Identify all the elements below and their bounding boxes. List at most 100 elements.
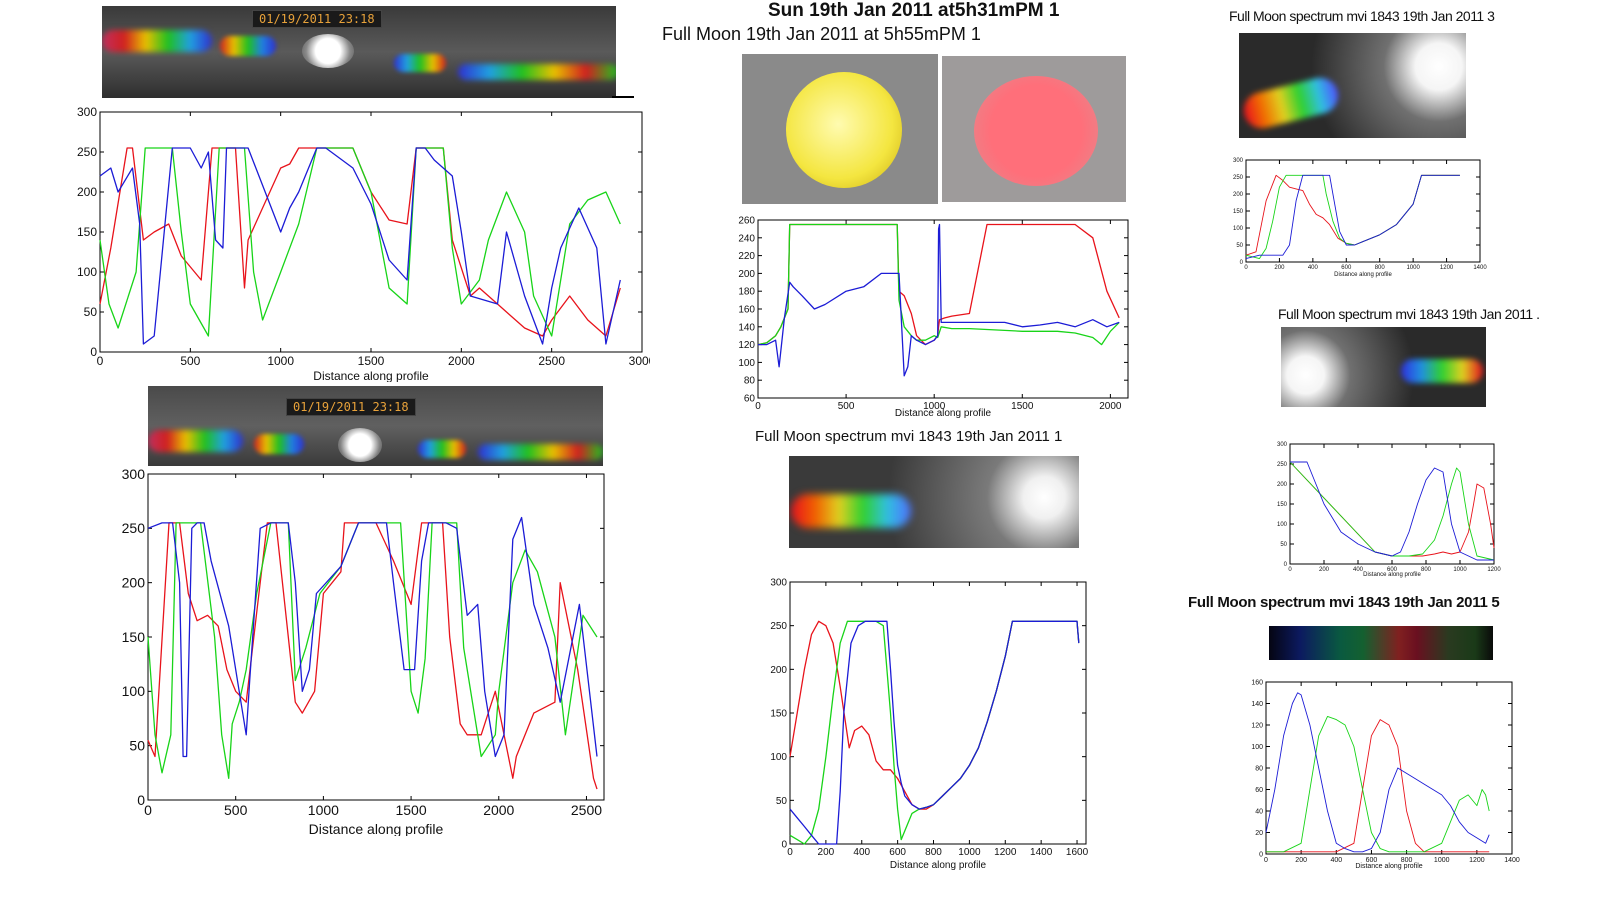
y-tick-label: 200	[1233, 192, 1244, 198]
x-axis-label: Distance along profile	[895, 408, 992, 418]
spectrum-image-spec1	[789, 456, 1079, 548]
x-tick-label: 500	[838, 401, 855, 412]
sun-photo	[742, 54, 938, 204]
x-tick-label: 400	[853, 847, 870, 858]
spectrum-band	[458, 64, 616, 80]
x-tick-label: 2000	[483, 802, 514, 818]
spectrum-band	[418, 440, 466, 458]
x-tick-label: 600	[1341, 265, 1352, 271]
y-tick-label: 50	[776, 796, 788, 807]
y-tick-label: 200	[77, 185, 97, 199]
y-tick-label: 240	[738, 233, 755, 244]
spectrum-band	[1240, 73, 1342, 133]
series-line-blue	[1265, 692, 1490, 853]
spectrum-image-mid-left: 01/19/2011 23:18	[148, 386, 603, 466]
spectrum-image-spec3	[1239, 33, 1466, 138]
chart-c2: 0 500 1000 1500 2000 2500 0 50 100 150 200 250 300 Di…	[122, 466, 605, 836]
y-tick-label: 100	[770, 752, 787, 763]
chart-c3: 0 500 1000 1500 2000 60 80 100 120 140 160 180 200 22…	[738, 216, 1129, 418]
spectrum-band	[1401, 359, 1483, 383]
image-underline	[612, 96, 634, 98]
series-line-red	[1266, 719, 1490, 853]
plot-area	[1289, 443, 1495, 565]
y-tick-label: 300	[1277, 442, 1288, 448]
x-tick-label: 200	[818, 847, 835, 858]
x-tick-label: 1600	[1066, 847, 1089, 858]
x-tick-label: 1500	[395, 802, 426, 818]
x-tick-label: 1400	[1473, 265, 1487, 271]
y-tick-label: 150	[1277, 502, 1288, 508]
y-tick-label: 50	[1236, 243, 1243, 249]
y-tick-label: 140	[1251, 701, 1263, 708]
chart-c6: 0 200 400 600 800 1000 1200 0 50 100 150 200 250 300 D…	[1277, 442, 1501, 578]
chart-c7: 0 200 400 600 800 1000 1200 1400 0 20 40 60 80 100 120…	[1251, 679, 1520, 870]
y-tick-label: 150	[1233, 209, 1244, 215]
y-tick-label: 250	[1233, 175, 1244, 181]
y-tick-label: 260	[738, 216, 755, 227]
x-tick-label: 400	[1330, 857, 1342, 864]
series-line-blue	[1245, 174, 1460, 260]
x-tick-label: 2000	[1099, 401, 1122, 412]
y-tick-label: 150	[77, 225, 97, 239]
spectrum-image-top-left: 01/19/2011 23:18	[102, 6, 616, 98]
x-tick-label: 1500	[1011, 401, 1034, 412]
y-tick-label: 250	[77, 145, 97, 159]
title-spec3: Full Moon spectrum mvi 1843 19th Jan 201…	[1229, 8, 1495, 24]
series-line-blue	[789, 620, 1080, 845]
x-tick-label: 1000	[308, 802, 339, 818]
x-tick-label: 800	[1421, 567, 1432, 573]
spectrum-band	[148, 430, 243, 452]
y-tick-label: 60	[744, 394, 756, 405]
series-line-green	[757, 223, 1120, 346]
y-tick-label: 80	[744, 376, 756, 387]
y-tick-label: 160	[1251, 679, 1263, 686]
x-tick-label: 1500	[358, 354, 385, 368]
moon-glow	[338, 428, 382, 462]
x-tick-label: 200	[1295, 857, 1307, 864]
x-tick-label: 1000	[267, 354, 294, 368]
spectrum-band	[478, 444, 603, 460]
spectrum-band	[102, 30, 212, 52]
x-tick-label: 600	[889, 847, 906, 858]
x-axis-label: Distance along profile	[890, 860, 987, 870]
x-tick-label: 500	[224, 802, 248, 818]
y-tick-label: 300	[77, 105, 97, 119]
timestamp-label: 01/19/2011 23:18	[252, 10, 382, 28]
y-tick-label: 140	[738, 322, 755, 333]
x-tick-label: 2500	[538, 354, 565, 368]
x-tick-label: 0	[787, 847, 793, 858]
x-tick-label: 600	[1387, 567, 1398, 573]
y-tick-label: 220	[738, 251, 755, 262]
y-tick-label: 300	[770, 578, 787, 589]
y-tick-label: 80	[1255, 765, 1263, 772]
y-tick-label: 0	[137, 792, 145, 808]
x-tick-label: 2000	[448, 354, 475, 368]
y-tick-label: 160	[738, 305, 755, 316]
x-tick-label: 600	[1366, 857, 1378, 864]
y-tick-label: 150	[770, 709, 787, 720]
x-tick-label: 0	[1264, 857, 1268, 864]
x-tick-label: 500	[180, 354, 200, 368]
spectrum-band	[791, 494, 911, 528]
x-tick-label: 0	[97, 354, 104, 368]
sun-disc	[786, 72, 902, 188]
spectrum-band	[394, 54, 446, 72]
y-tick-label: 120	[1251, 722, 1263, 729]
x-tick-label: 1400	[1030, 847, 1053, 858]
timestamp-label: 01/19/2011 23:18	[286, 398, 416, 416]
x-tick-label: 1200	[994, 847, 1017, 858]
y-tick-label: 250	[122, 520, 146, 536]
x-axis-label: Distance along profile	[1363, 572, 1421, 578]
spectrum-band	[220, 36, 276, 56]
y-tick-label: 150	[122, 629, 146, 645]
moon-glow	[302, 34, 354, 68]
y-tick-label: 300	[1233, 158, 1244, 164]
x-tick-label: 800	[1375, 265, 1386, 271]
x-tick-label: 1200	[1440, 265, 1454, 271]
x-tick-label: 200	[1274, 265, 1285, 271]
y-tick-label: 0	[1259, 851, 1263, 858]
x-axis-label: Distance along profile	[313, 369, 429, 382]
x-tick-label: 1400	[1504, 857, 1520, 864]
x-tick-label: 0	[755, 401, 761, 412]
